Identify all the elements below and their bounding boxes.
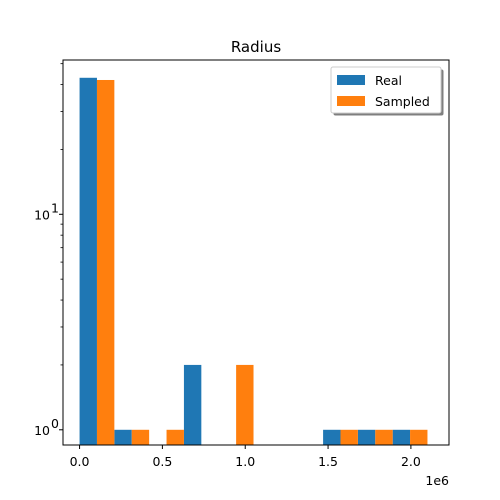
bars-layer <box>79 77 428 445</box>
bar-sampled-4 <box>236 364 254 445</box>
axes-frame <box>62 59 450 446</box>
x-tick-label: 2.0 <box>401 454 421 469</box>
bar-sampled-9 <box>410 429 428 445</box>
legend-label-sampled: Sampled <box>375 94 430 109</box>
bar-real-1 <box>114 429 132 445</box>
x-axis: 0.0 0.5 1.0 1.5 2.0 <box>70 445 421 469</box>
x-tick-label: 0.5 <box>152 454 172 469</box>
bar-real-9 <box>392 429 411 445</box>
x-tick-label: 1.0 <box>235 454 255 469</box>
x-tick-label: 1.5 <box>318 454 338 469</box>
y-tick-exponent: 1 <box>51 200 59 215</box>
y-tick-label: 10 <box>34 423 50 438</box>
bar-real-7 <box>323 429 341 445</box>
legend-swatch-sampled <box>337 96 365 106</box>
y-tick-label: 10 <box>34 207 50 222</box>
bar-sampled-1 <box>131 429 150 445</box>
legend-label-real: Real <box>375 73 402 88</box>
legend: Real Sampled <box>330 66 444 116</box>
x-tick-label: 0.0 <box>70 454 90 469</box>
bar-sampled-7 <box>340 429 358 445</box>
bar-sampled-2 <box>166 429 184 445</box>
chart-title: Radius <box>231 38 281 56</box>
bar-real-0 <box>79 77 97 445</box>
bar-sampled-8 <box>375 429 393 445</box>
y-tick-exponent: 0 <box>51 416 59 431</box>
bar-real-8 <box>357 429 376 445</box>
bar-real-3 <box>183 364 202 445</box>
x-offset-label: 1e6 <box>425 473 449 488</box>
bar-sampled-0 <box>96 79 115 445</box>
legend-swatch-real <box>337 75 365 85</box>
